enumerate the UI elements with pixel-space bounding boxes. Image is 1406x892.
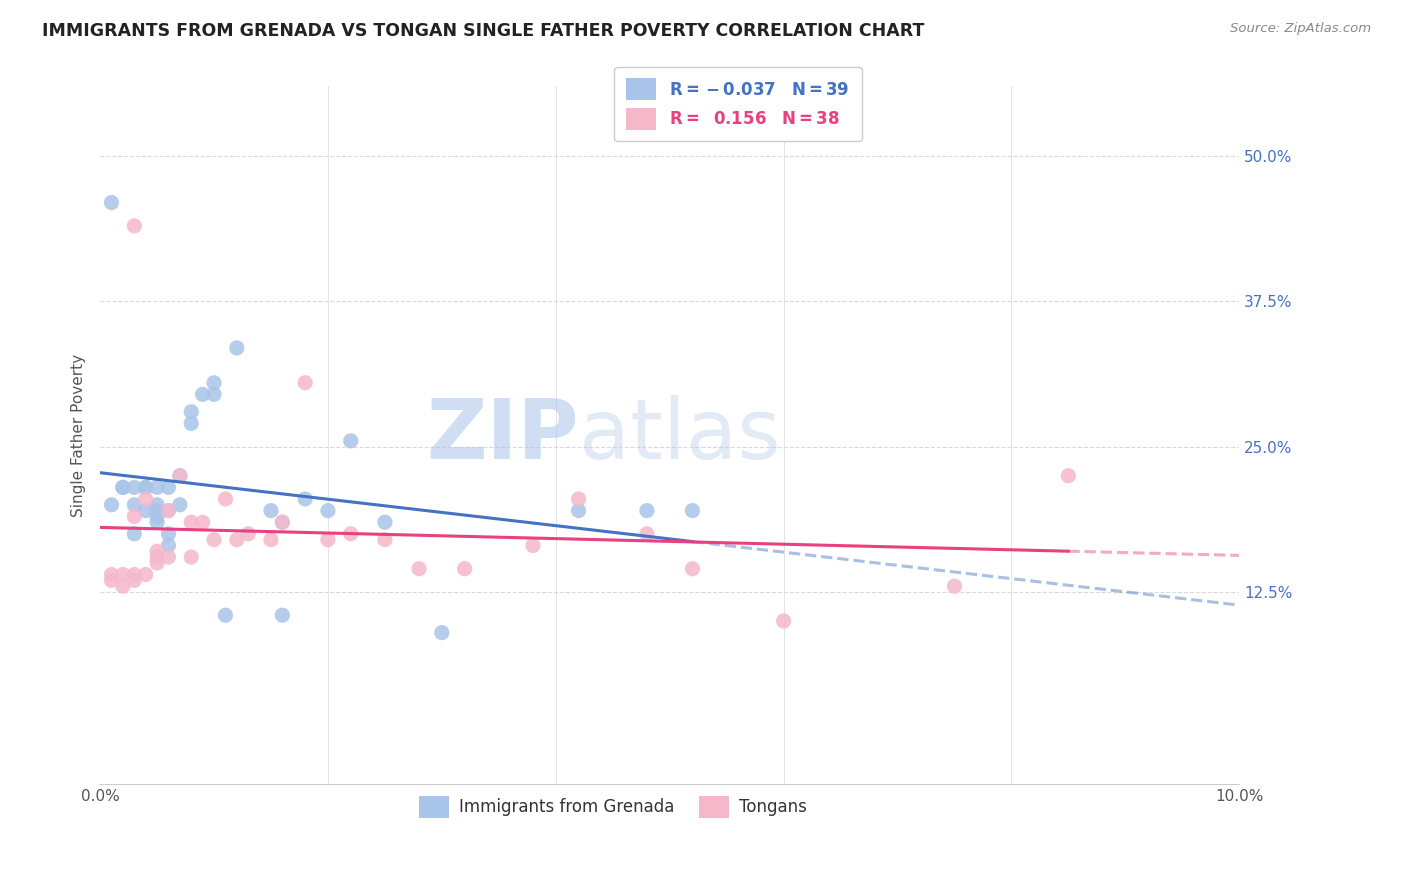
Point [146,550,169,565]
Text: ZIP: ZIP [426,394,578,475]
Point [157,550,180,565]
Point [316,503,339,517]
Point [157,503,180,517]
Point [135,567,157,582]
Point [180,550,202,565]
Point [100,498,122,512]
Point [339,526,361,541]
Point [191,387,214,401]
Point [408,562,430,576]
Point [522,539,544,553]
Point [157,526,180,541]
Point [135,480,157,494]
Point [339,434,361,448]
Point [260,503,283,517]
Point [225,341,247,355]
Point [146,480,169,494]
Point [124,498,146,512]
Point [316,533,339,547]
Point [135,480,157,494]
Point [202,387,225,401]
Point [682,503,704,517]
Point [169,468,191,483]
Point [636,526,658,541]
Point [157,539,180,553]
Point [271,515,294,529]
Point [567,503,589,517]
Point [124,219,146,233]
Point [271,515,294,529]
Text: IMMIGRANTS FROM GRENADA VS TONGAN SINGLE FATHER POVERTY CORRELATION CHART: IMMIGRANTS FROM GRENADA VS TONGAN SINGLE… [42,22,925,40]
Point [636,503,658,517]
Point [146,498,169,512]
Point [202,376,225,390]
Point [567,491,589,506]
Point [180,417,202,431]
Point [111,480,134,494]
Point [294,491,316,506]
Point [124,574,146,588]
Point [374,533,396,547]
Point [100,195,122,210]
Point [157,503,180,517]
Point [124,526,146,541]
Point [111,480,134,494]
Point [180,515,202,529]
Point [146,509,169,524]
Point [202,533,225,547]
Point [271,608,294,623]
Point [111,579,134,593]
Point [100,567,122,582]
Point [214,608,236,623]
Point [169,468,191,483]
Point [374,515,396,529]
Text: atlas: atlas [578,394,780,475]
Point [169,498,191,512]
Point [146,544,169,558]
Point [1057,468,1080,483]
Point [225,533,247,547]
Point [146,556,169,570]
Point [111,567,134,582]
Point [453,562,475,576]
Point [124,509,146,524]
Point [157,480,180,494]
Point [430,625,453,640]
Point [135,503,157,517]
Point [124,567,146,582]
Point [943,579,966,593]
Point [146,503,169,517]
Point [772,614,794,628]
Legend: Immigrants from Grenada, Tongans: Immigrants from Grenada, Tongans [412,789,814,824]
Point [146,515,169,529]
Y-axis label: Single Father Poverty: Single Father Poverty [72,353,86,516]
Text: Source: ZipAtlas.com: Source: ZipAtlas.com [1230,22,1371,36]
Point [260,533,283,547]
Point [238,526,260,541]
Point [180,405,202,419]
Point [294,376,316,390]
Point [682,562,704,576]
Point [135,491,157,506]
Point [214,491,236,506]
Point [100,574,122,588]
Point [191,515,214,529]
Point [124,480,146,494]
